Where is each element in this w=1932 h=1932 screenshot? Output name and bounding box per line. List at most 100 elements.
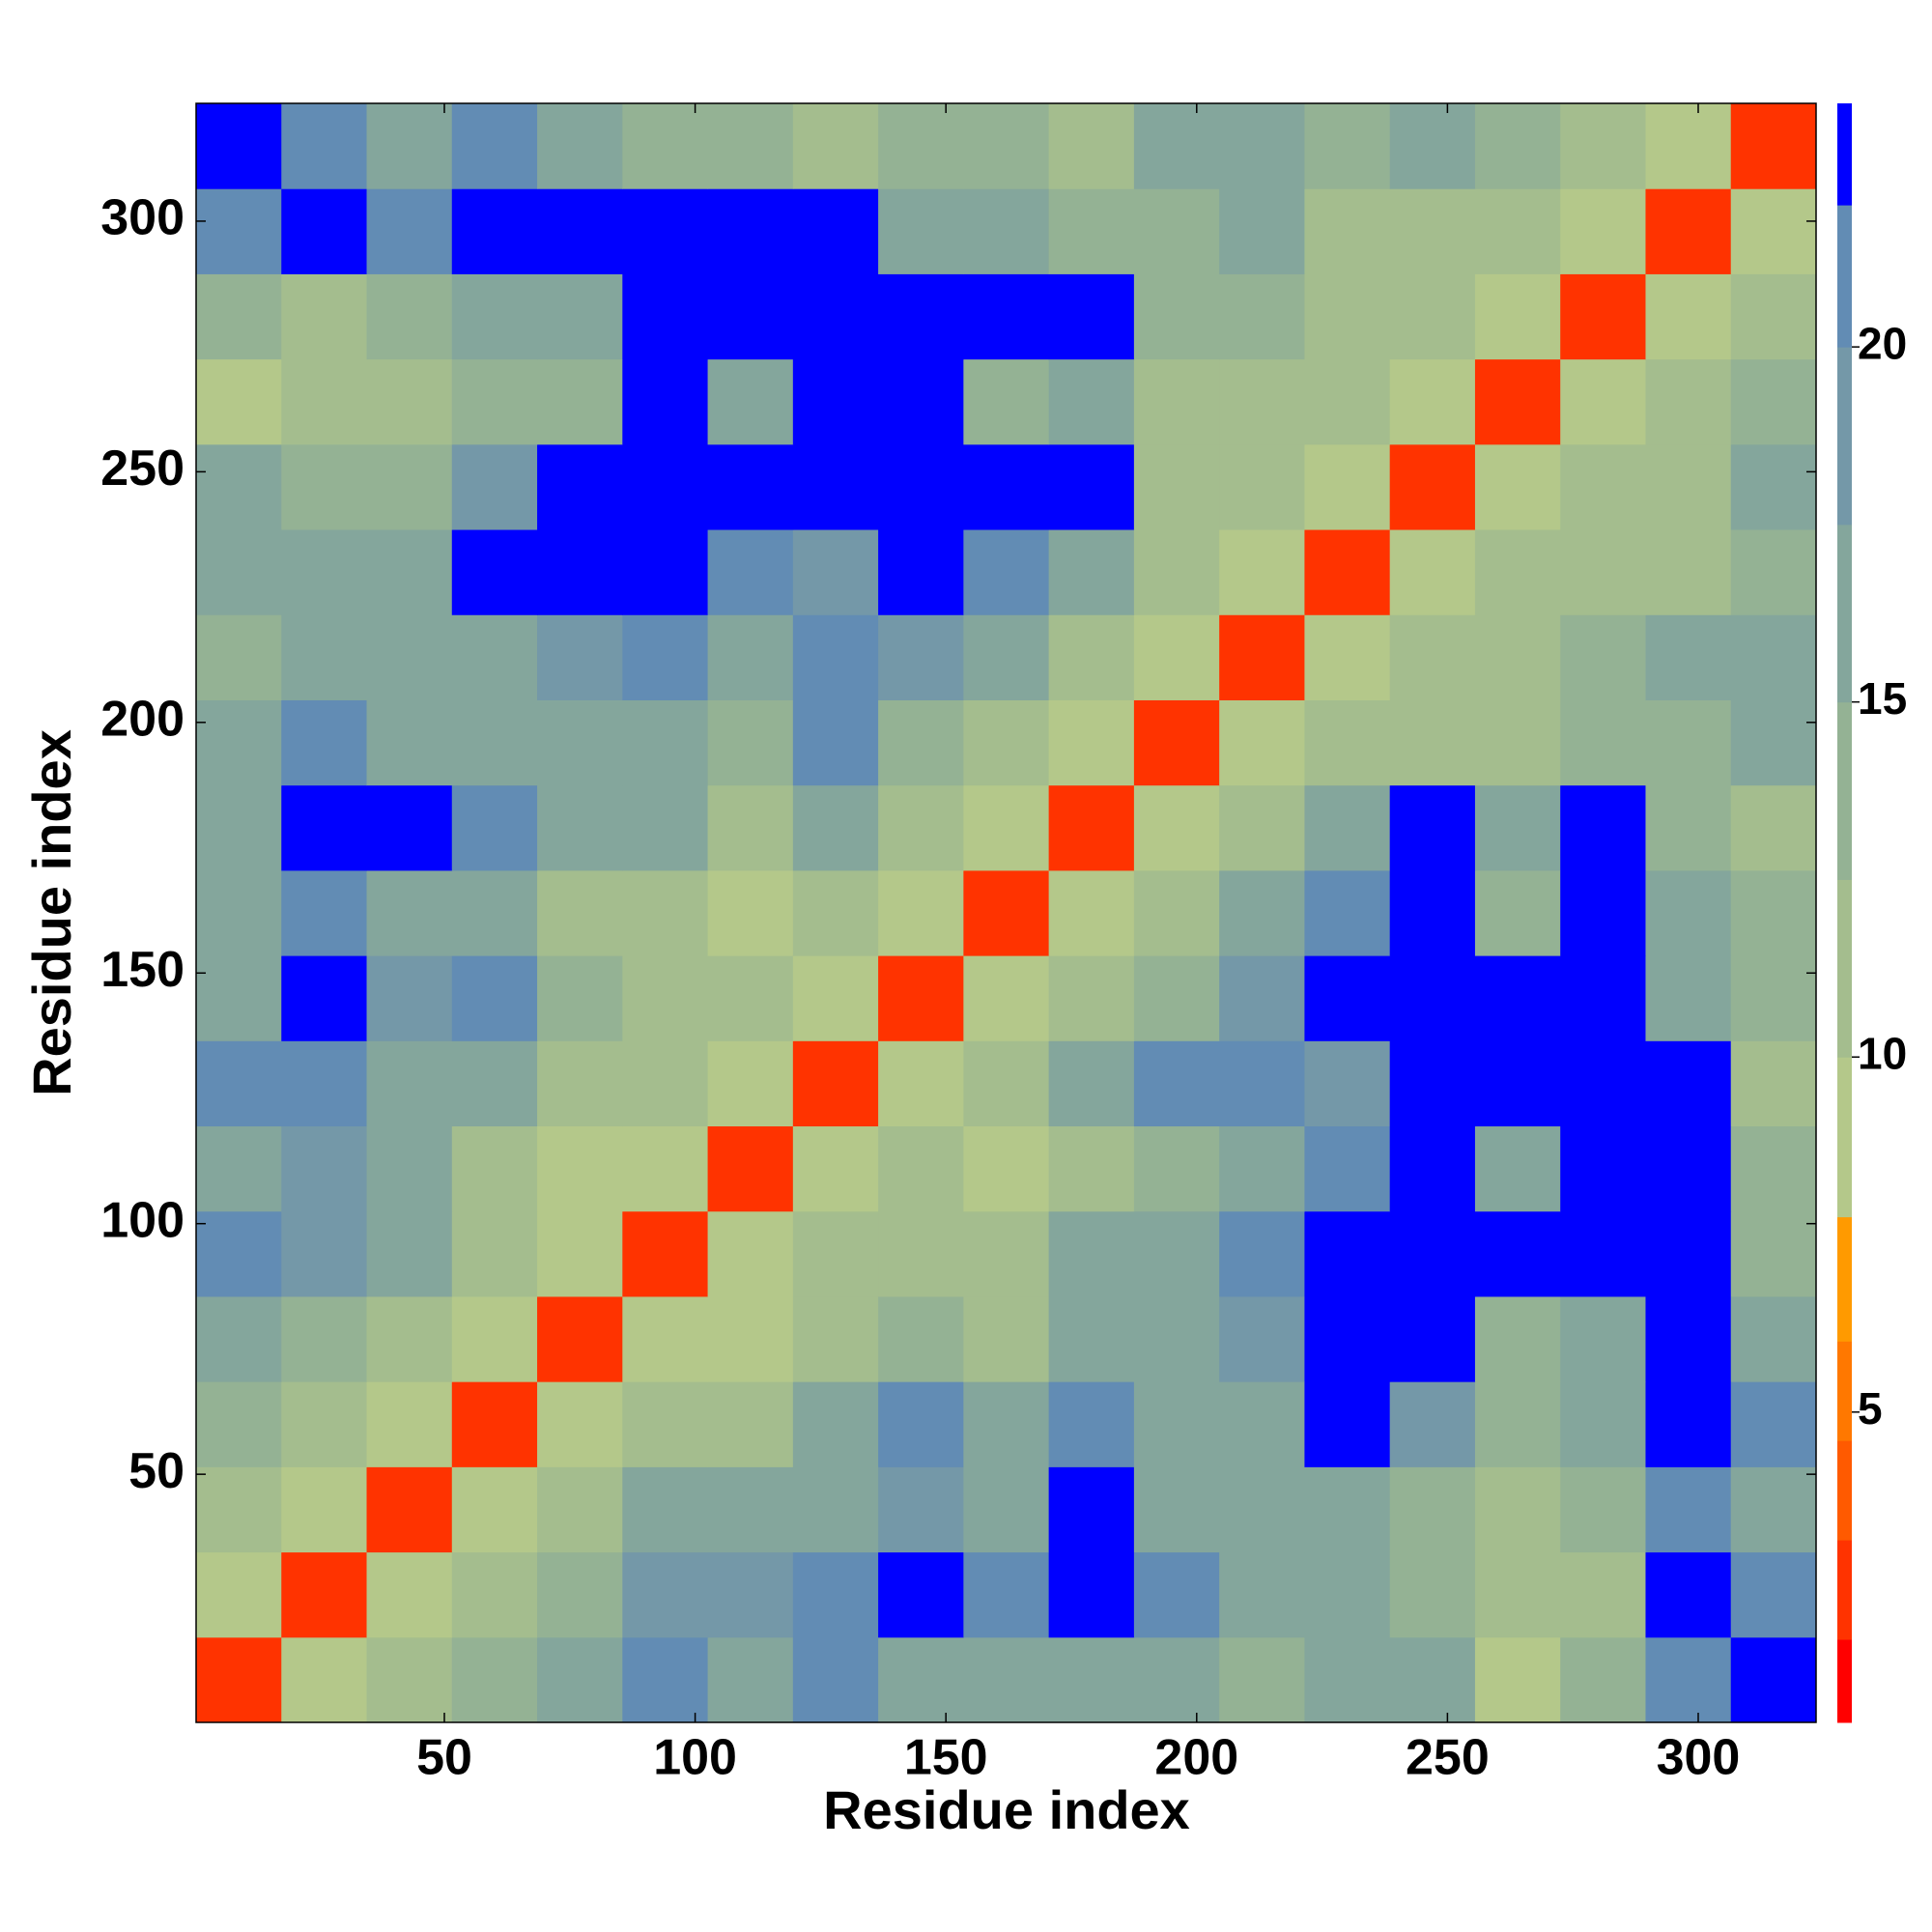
heatmap-cell (878, 1551, 964, 1638)
heatmap-cell (1474, 1381, 1561, 1467)
heatmap-cell (1645, 1125, 1732, 1212)
heatmap-cell (196, 443, 282, 530)
colorbar-segment (1837, 205, 1852, 348)
heatmap-cell (537, 1381, 623, 1467)
heatmap-cell (963, 784, 1050, 871)
heatmap-cell (451, 1551, 538, 1638)
heatmap-cell (281, 529, 368, 615)
heatmap-cell (1645, 188, 1732, 274)
heatmap-cell (537, 699, 623, 786)
heatmap-cell (1219, 869, 1305, 956)
heatmap-cell (1560, 1295, 1646, 1382)
heatmap-cell (622, 1210, 709, 1297)
heatmap-cell (963, 1125, 1050, 1212)
heatmap-cell (451, 1466, 538, 1553)
heatmap-cell (366, 699, 453, 786)
heatmap-cell (792, 955, 879, 1041)
heatmap-cell (963, 1040, 1050, 1127)
heatmap-cell (1730, 955, 1817, 1041)
heatmap-cell (1219, 358, 1305, 445)
heatmap-cell (281, 1381, 368, 1467)
heatmap-cell (451, 1295, 538, 1382)
heatmap-cell (707, 529, 794, 615)
heatmap-cell (451, 443, 538, 530)
heatmap-cell (366, 1040, 453, 1127)
heatmap-cell (1560, 1125, 1646, 1212)
heatmap-cell (1389, 273, 1476, 360)
heatmap-cell (878, 1040, 964, 1127)
colorbar-segment (1837, 879, 1852, 1058)
heatmap-cell (537, 358, 623, 445)
heatmap-cell (792, 529, 879, 615)
heatmap-cell (281, 1125, 368, 1212)
heatmap-cell (451, 529, 538, 615)
heatmap-cell (1474, 869, 1561, 956)
y-tick-label: 150 (100, 942, 185, 998)
heatmap-cell (1560, 614, 1646, 700)
heatmap-cell (1389, 869, 1476, 956)
heatmap-cell (451, 699, 538, 786)
heatmap-cell (1730, 1210, 1817, 1297)
heatmap-cell (1219, 699, 1305, 786)
heatmap-cell (622, 869, 709, 956)
heatmap-cell (707, 869, 794, 956)
heatmap-cell (1560, 1381, 1646, 1467)
heatmap-cell (1219, 1040, 1305, 1127)
colorbar-tick-label: 5 (1858, 1383, 1883, 1434)
heatmap-cell (1133, 103, 1220, 189)
heatmap-cell (537, 1466, 623, 1553)
heatmap-cell (792, 1125, 879, 1212)
heatmap-cell (196, 188, 282, 274)
heatmap-cell (1133, 1381, 1220, 1467)
heatmap-cell (1304, 869, 1391, 956)
heatmap-cell (792, 273, 879, 360)
heatmap-cell (366, 529, 453, 615)
heatmap-cell (1560, 1210, 1646, 1297)
heatmap-cell (1560, 1466, 1646, 1553)
heatmap-cell (1133, 1040, 1220, 1127)
heatmap-cell (878, 1636, 964, 1723)
heatmap-cell (963, 699, 1050, 786)
heatmap-cell (1304, 614, 1391, 700)
heatmap-cell (1645, 358, 1732, 445)
heatmap-cell (1048, 103, 1135, 189)
colorbar-segment (1837, 1638, 1852, 1723)
heatmap-cell (281, 188, 368, 274)
colorbar-tick-label: 10 (1858, 1028, 1907, 1078)
heatmap-cell (537, 1295, 623, 1382)
heatmap-cell (281, 869, 368, 956)
heatmap-cell (792, 1210, 879, 1297)
heatmap-cell (1645, 1551, 1732, 1638)
heatmap-cell (1048, 955, 1135, 1041)
heatmap-cell (622, 784, 709, 871)
heatmap-cell (196, 358, 282, 445)
heatmap-cell (1474, 358, 1561, 445)
heatmap-cell (792, 1295, 879, 1382)
heatmap-cell (1560, 1040, 1646, 1127)
colorbar-segment (1837, 701, 1852, 880)
heatmap-cell (281, 358, 368, 445)
heatmap-cell (1389, 529, 1476, 615)
heatmap-cell (1219, 273, 1305, 360)
heatmap-cell (366, 358, 453, 445)
heatmap-cell (537, 1210, 623, 1297)
heatmap-cell (622, 699, 709, 786)
heatmap-cell (281, 103, 368, 189)
heatmap-cell (281, 1295, 368, 1382)
heatmap-cell (792, 784, 879, 871)
heatmap-cell (366, 1125, 453, 1212)
heatmap-cell (1645, 1210, 1732, 1297)
heatmap-cell (1730, 443, 1817, 530)
heatmap-cell (1560, 955, 1646, 1041)
heatmap-cell (1645, 1295, 1732, 1382)
heatmap-cell (1048, 1381, 1135, 1467)
heatmap-cell (1474, 529, 1561, 615)
heatmap-cell (281, 1466, 368, 1553)
heatmap-cell (878, 529, 964, 615)
heatmap-cell (196, 784, 282, 871)
heatmap-cell (792, 1551, 879, 1638)
heatmap-cell (963, 614, 1050, 700)
heatmap-cell (451, 1125, 538, 1212)
